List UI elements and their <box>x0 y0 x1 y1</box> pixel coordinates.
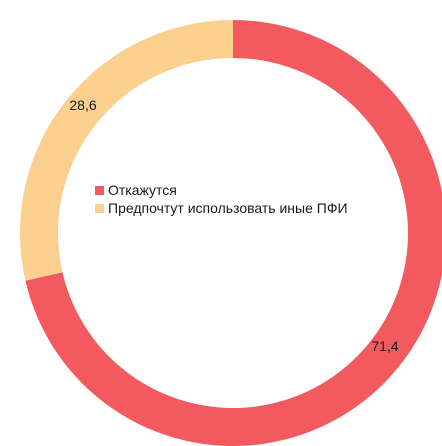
data-label-refuse: 71,4 <box>371 338 398 354</box>
donut-slice-other-pfi <box>19 20 233 281</box>
legend-swatch-other-pfi <box>95 203 104 213</box>
legend-swatch-refuse <box>95 185 104 195</box>
legend-label-refuse: Откажутся <box>108 182 177 198</box>
legend-label-other-pfi: Предпочтут использовать иные ПФИ <box>108 200 348 216</box>
legend-item-refuse: Откажутся <box>95 181 348 199</box>
legend: Откажутся Предпочтут использовать иные П… <box>95 181 348 217</box>
legend-item-other-pfi: Предпочтут использовать иные ПФИ <box>95 199 348 217</box>
data-label-other-pfi: 28,6 <box>69 97 96 113</box>
